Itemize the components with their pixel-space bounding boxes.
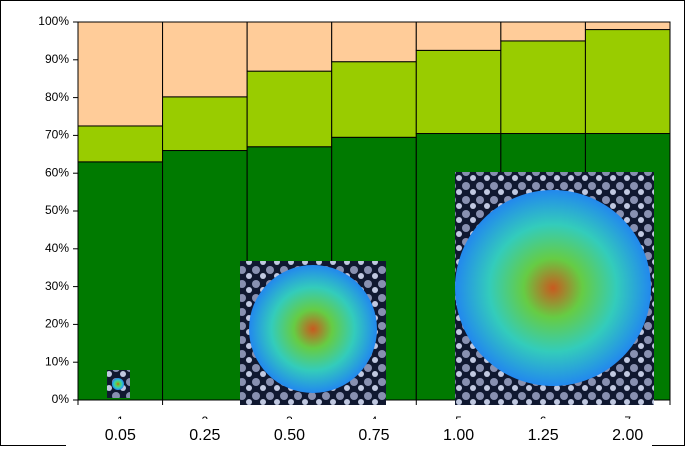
y-tick-label: 100% <box>38 14 69 28</box>
y-tick-label: 20% <box>45 317 69 331</box>
x-tick-label: 1.25 <box>528 427 559 444</box>
image-medium-sphere <box>249 265 377 393</box>
x-tick-label: 0.05 <box>105 427 136 444</box>
x-tick-label: 2.00 <box>612 427 643 444</box>
y-tick-label: 0% <box>52 392 70 406</box>
image-large-sphere <box>455 190 651 386</box>
bar-segment <box>246 21 333 72</box>
bar-segment <box>500 21 586 42</box>
bar-segment <box>584 21 671 31</box>
bar-segment <box>77 125 164 163</box>
y-tick-label: 40% <box>45 241 69 255</box>
y-tick-label: 90% <box>45 52 69 66</box>
y-tick-label: 30% <box>45 279 69 293</box>
y-tick-label: 80% <box>45 90 69 104</box>
overlay-images <box>107 172 654 405</box>
y-tick-label: 10% <box>45 354 69 368</box>
y-tick-label: 50% <box>45 203 69 217</box>
label-box <box>66 419 652 449</box>
bar-segment <box>77 161 164 401</box>
bar-segment <box>415 21 502 51</box>
bar-segment <box>500 40 586 135</box>
x-tick-label: 0.25 <box>189 427 220 444</box>
x-tick-label: 0.50 <box>274 427 305 444</box>
bar-segment <box>331 21 417 63</box>
x-tick-label: 1.00 <box>443 427 474 444</box>
x-tick-label: 0.75 <box>358 427 389 444</box>
category-labels: 0.05 0.25 0.50 0.75 1.00 1.25 2.00 <box>105 427 644 444</box>
bar-segment <box>162 21 248 98</box>
bar-segment <box>331 61 417 138</box>
bar-segment <box>162 96 248 152</box>
y-tick-label: 60% <box>45 165 69 179</box>
image-small-sphere <box>112 378 124 390</box>
bar-segment <box>162 150 248 401</box>
bar-segment <box>77 21 164 127</box>
bar-segment <box>415 49 502 135</box>
y-tick-label: 70% <box>45 128 69 142</box>
bar-segment <box>246 70 333 148</box>
bar-segment <box>584 29 671 135</box>
